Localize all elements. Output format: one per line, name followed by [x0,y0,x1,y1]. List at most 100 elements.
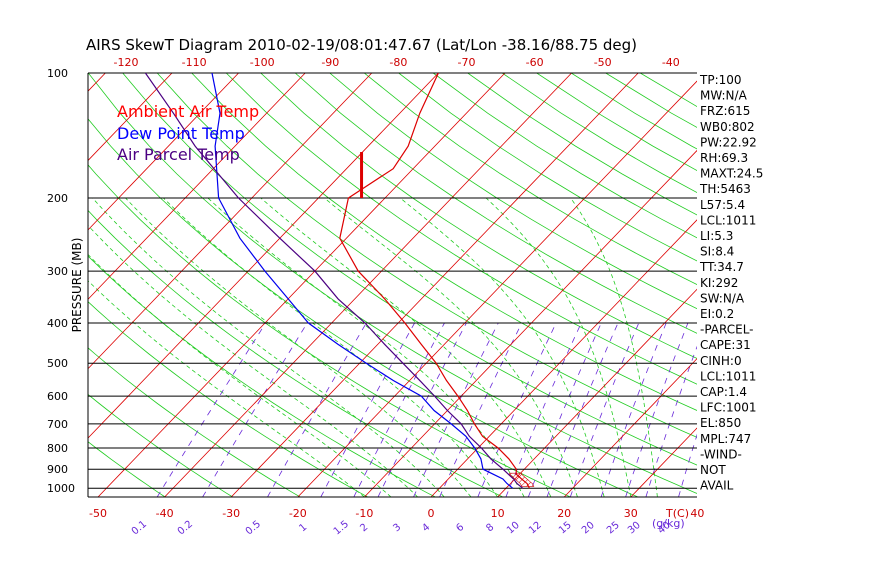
index-entry: PW:22.92 [700,135,757,149]
mixing-ratio-tick: 0.5 [244,519,263,538]
dry-adiabat-line [88,347,301,497]
parcel-temp-line [144,73,524,489]
index-entry: LCL:1011 [700,369,756,383]
pressure-tick-label: 300 [47,265,68,278]
index-entry: FRZ:615 [700,104,750,118]
top-temp-tick: -90 [321,56,339,69]
moist-adiabat-line [88,253,392,497]
isotherm-line [430,219,697,497]
index-entry: TT:34.7 [699,260,744,274]
top-temp-tick: -60 [526,56,544,69]
pressure-tick-label: 100 [47,67,68,80]
legend: Ambient Air Temp Dew Point Temp Air Parc… [117,102,259,164]
dry-adiabat-line [260,73,697,359]
bottom-temp-tick: -20 [289,507,307,520]
mixing-ratio-tick: 20 [580,520,597,537]
legend-entry-dewpoint: Dew Point Temp [117,124,245,143]
dry-adiabat-line [501,73,697,193]
moist-adiabat-line [324,197,578,497]
dry-adiabat-line [432,73,697,239]
top-temp-tick: -110 [182,56,207,69]
index-entry: WB0:802 [700,120,755,134]
mixing-ratio-tick: 10 [505,520,522,537]
index-entry: LCL:1011 [700,213,756,227]
index-entry: -WIND- [700,447,742,461]
index-entry: CAP:1.4 [700,385,747,399]
index-entry: L57:5.4 [700,198,745,212]
legend-entry-parcel: Air Parcel Temp [117,145,240,164]
index-entry: TH:5463 [699,182,751,196]
index-entry: AVAIL [700,479,734,493]
bottom-temp-tick: -50 [89,507,107,520]
moist-adiabat-line [485,197,632,497]
bottom-temp-tick: 20 [557,507,571,520]
isotherm-line [88,73,439,439]
index-entry: TP:100 [699,73,742,87]
mixing-ratio-line [413,322,499,497]
mixing-ratio-line [477,322,557,497]
dry-adiabat-line [88,73,697,494]
cape-shading [509,472,535,487]
pressure-tick-label: 600 [47,390,68,403]
mixing-ratio-line [202,322,308,497]
isotherm-line [97,73,506,497]
top-temp-tick: -40 [662,56,680,69]
bottom-temp-tick: 10 [491,507,505,520]
dry-adiabat-line [398,73,697,262]
index-entry: MW:N/A [700,89,748,103]
isotherm-line [764,73,870,497]
bottom-temp-tick: -30 [222,507,240,520]
isotherm-line [164,73,572,497]
top-temperature-tick-labels: -120 -110 -100 -90 -80 -70 -60 -50 -40 [114,56,680,69]
pressure-tick-labels: 100 200 300 400 500 600 700 800 900 1000 [47,67,75,495]
dry-adiabat-line [88,118,639,497]
index-entry: EI:0.2 [700,307,734,321]
chart-title: AIRS SkewT Diagram 2010-02-19/08:01:47.6… [86,36,637,54]
mixing-ratio-line [320,322,415,497]
index-entry: KI:292 [700,276,738,290]
mixing-ratio-tick: 15 [557,520,574,537]
mixing-ratio-line [527,322,602,497]
mixing-ratio-tick: 0.1 [130,519,149,538]
moist-adiabat-line [163,197,498,497]
isotherm-line [88,73,239,231]
index-entry: MPL:747 [700,432,751,446]
mixing-ratio-tick: 30 [626,520,643,537]
mixing-ratio-line [439,322,523,497]
moist-adiabat-line [570,197,658,497]
index-entry: SI:8.4 [700,245,734,259]
index-entry: LI:5.3 [700,229,733,243]
index-entry: LFC:1001 [700,401,757,415]
dry-adiabat-line [467,73,697,216]
ambient-temp-line [339,73,530,489]
dry-adiabat-line [88,441,166,497]
moist-adiabat-line [88,224,418,497]
bottom-temp-tick: -40 [156,507,174,520]
mixing-ratio-tick: 1.5 [332,519,351,538]
index-entry: CAPE:31 [700,338,751,352]
mixing-ratio-tick: 1 [297,522,309,535]
bottom-temp-tick: -10 [355,507,373,520]
index-entry: -PARCEL- [700,323,754,337]
dewpoint-line [211,73,514,489]
top-temp-tick: -120 [114,56,139,69]
index-entry: MAXT:24.5 [700,167,763,181]
mixing-ratio-tick-labels: 0.1 0.2 0.5 1 1.5 2 3 4 6 8 10 12 15 20 25 30 40 [130,519,673,538]
legend-entry-ambient: Ambient Air Temp [117,102,259,121]
dry-adiabat-line [225,73,697,385]
top-temp-tick: -50 [594,56,612,69]
mixing-ratio-tick: 6 [454,522,466,535]
dry-adiabat-line [191,73,697,411]
isotherm-line [0,73,39,497]
pressure-tick-label: 500 [47,357,68,370]
dry-adiabat-line [88,301,368,497]
mixing-ratio-tick: 8 [484,522,496,535]
background-grid [0,73,870,497]
dry-adiabat-line [88,164,571,497]
bottom-temp-tick: 30 [624,507,638,520]
index-entry: EL:850 [700,416,741,430]
bottom-temperature-tick-labels: -50 -40 -30 -20 -10 0 10 20 30 40 [89,507,704,520]
y-axis-label: PRESSURE (MB) [70,238,84,333]
